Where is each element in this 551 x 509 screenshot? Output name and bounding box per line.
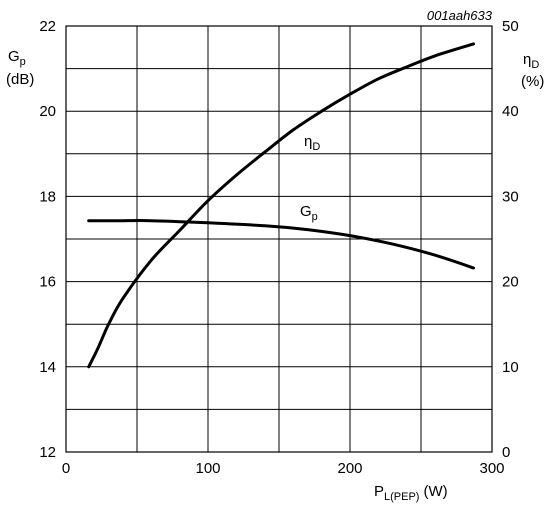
series-label-efficiency: ηD bbox=[304, 133, 320, 153]
grid-lines bbox=[66, 26, 492, 452]
series-label-gain: Gp bbox=[300, 203, 318, 223]
x-tick-label: 200 bbox=[337, 460, 362, 477]
efficiency-curve bbox=[87, 42, 475, 369]
x-tick-label: 0 bbox=[62, 460, 70, 477]
gain-curve bbox=[87, 219, 475, 270]
y-left-tick-label: 16 bbox=[39, 274, 56, 291]
series-curves bbox=[87, 42, 475, 369]
y-left-tick-label: 14 bbox=[39, 359, 56, 376]
figure-code: 001aah633 bbox=[427, 8, 493, 23]
y-left-label: Gp bbox=[8, 48, 26, 68]
x-tick-label: 100 bbox=[195, 460, 220, 477]
y-right-tick-label: 20 bbox=[502, 274, 519, 291]
y-right-label: ηD bbox=[523, 51, 539, 71]
tick-labels: 0 100 200 300 12 14 16 18 20 22 0 10 20 30 40 50 bbox=[39, 18, 518, 477]
x-label: PL(PEP) (W) bbox=[374, 483, 448, 503]
y-left-tick-label: 18 bbox=[39, 188, 56, 205]
y-right-tick-label: 50 bbox=[502, 18, 519, 35]
y-left-tick-label: 12 bbox=[39, 444, 56, 461]
y-right-tick-label: 0 bbox=[502, 444, 510, 461]
y-right-unit: (%) bbox=[521, 73, 544, 90]
y-right-tick-label: 10 bbox=[502, 359, 519, 376]
y-right-tick-label: 40 bbox=[502, 103, 519, 120]
y-left-unit: (dB) bbox=[6, 71, 34, 88]
y-right-tick-label: 30 bbox=[502, 188, 519, 205]
plot-frame bbox=[65, 25, 493, 453]
y-left-tick-label: 20 bbox=[39, 103, 56, 120]
x-tick-label: 300 bbox=[479, 460, 504, 477]
y-left-tick-label: 22 bbox=[39, 18, 56, 35]
